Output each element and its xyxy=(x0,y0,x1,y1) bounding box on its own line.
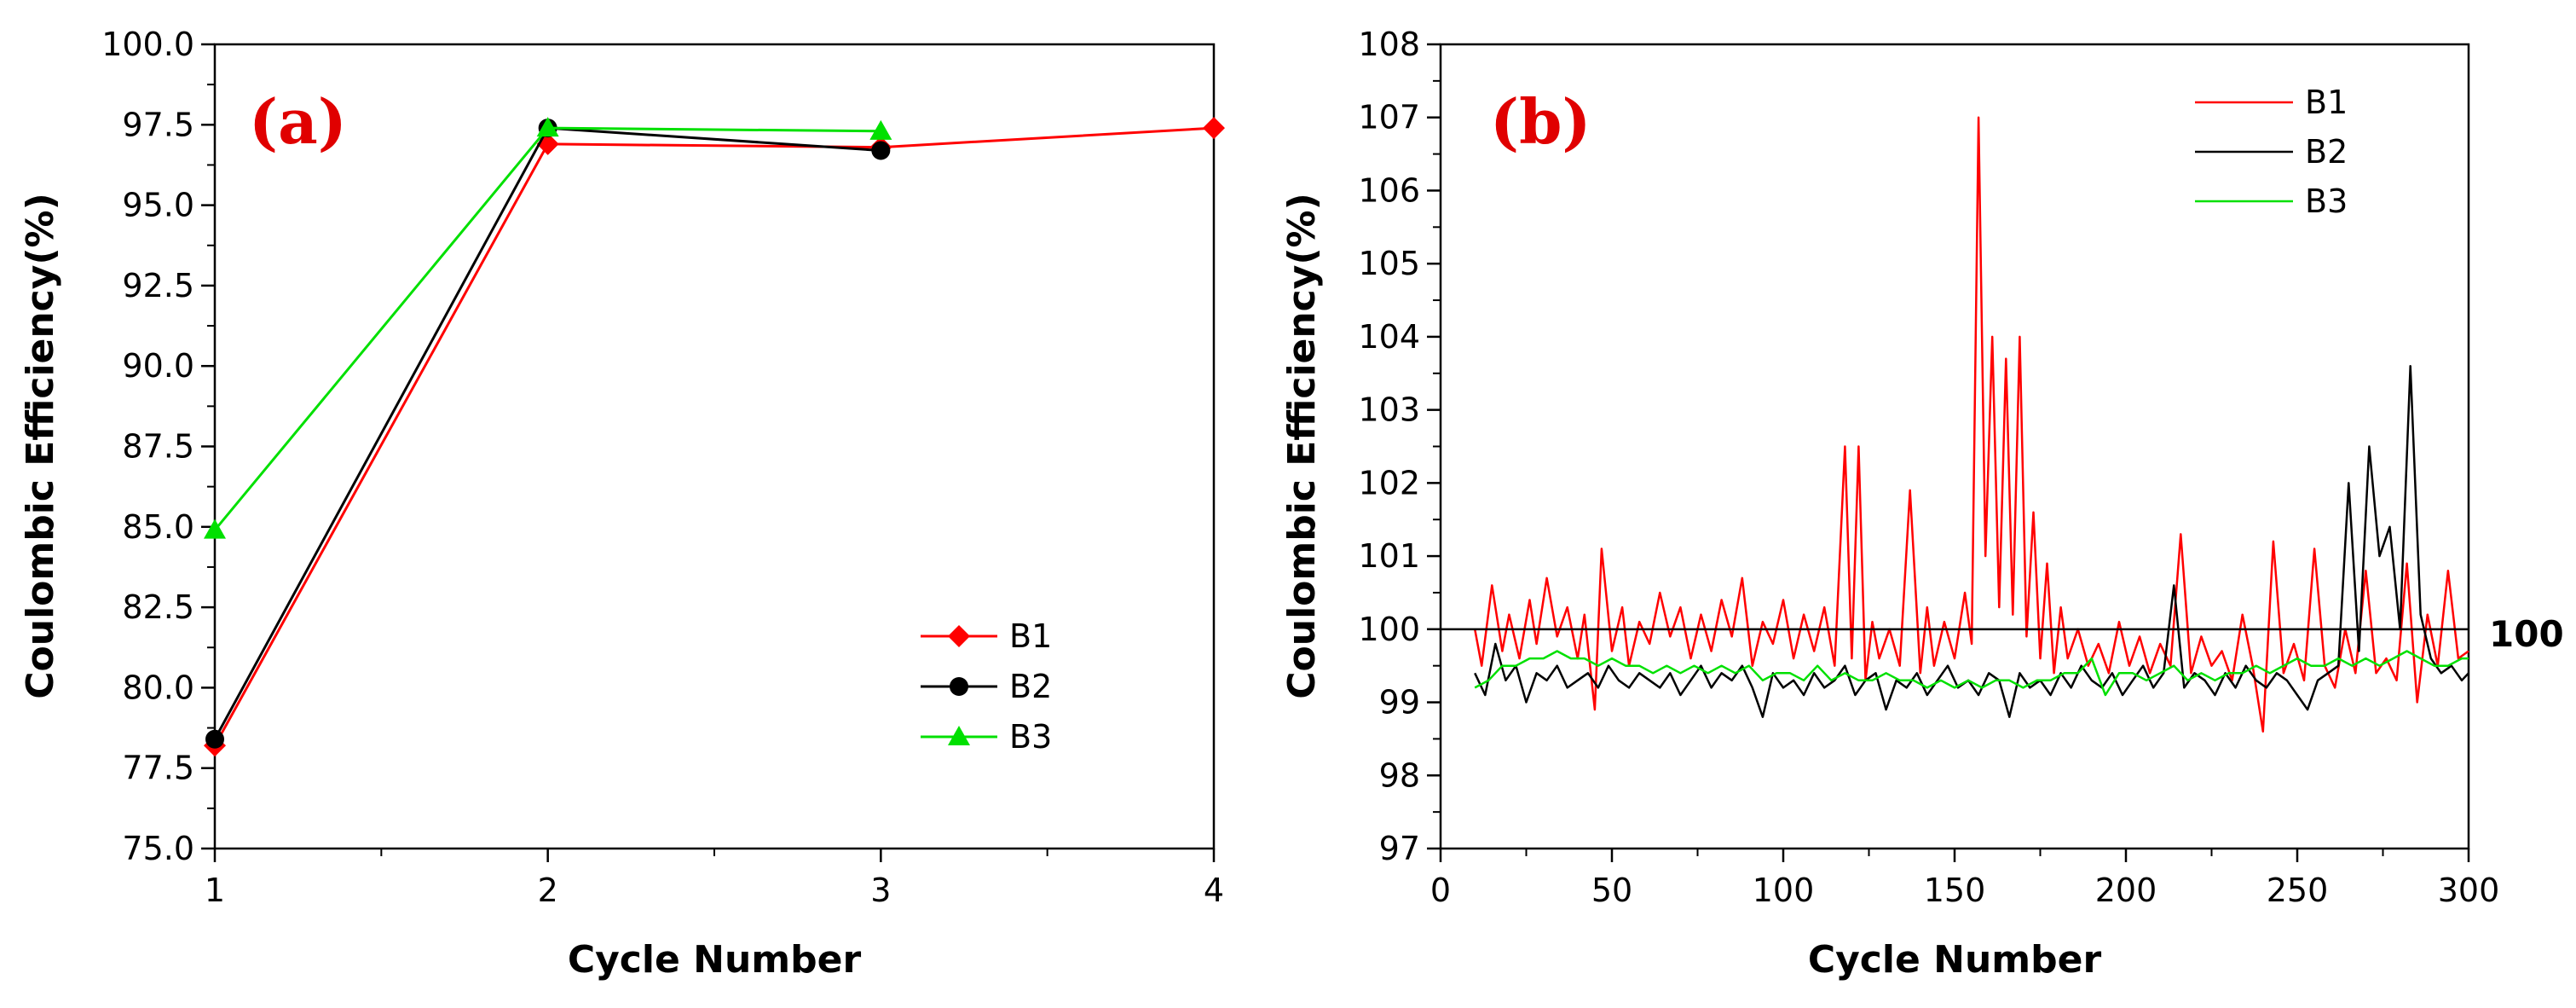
legend-marker-b2 xyxy=(950,677,968,696)
y-tick-label: 99 xyxy=(1379,684,1420,721)
legend-marker-b1 xyxy=(948,625,970,647)
reference-line-label: 100 xyxy=(2489,613,2564,655)
x-tick-label: 250 xyxy=(2267,872,2329,909)
series-line-b3 xyxy=(1474,650,2469,697)
series-line-b3 xyxy=(213,126,881,531)
x-tick-label: 300 xyxy=(2438,872,2500,909)
x-tick-label: 50 xyxy=(1591,872,1632,909)
data-point-b2 xyxy=(871,141,891,160)
y-tick-label: 75.0 xyxy=(122,830,194,867)
y-tick-label: 103 xyxy=(1358,391,1420,429)
y-tick-label: 80.0 xyxy=(122,669,194,706)
legend-label-b1: B1 xyxy=(1009,617,1052,655)
y-tick-label: 101 xyxy=(1358,537,1420,575)
x-axis-label-b: Cycle Number xyxy=(1808,938,2102,982)
x-tick-label: 4 xyxy=(1204,872,1224,909)
y-tick-label: 77.5 xyxy=(122,750,194,787)
series-group-b xyxy=(1473,116,2469,733)
x-axis-label-a: Cycle Number xyxy=(568,938,862,982)
legend-marker-b3 xyxy=(948,726,970,745)
y-tick-label: 105 xyxy=(1358,245,1420,282)
y-ticks-a: 75.0 77.5 80.0 82.5 85.0 87.5 90.0 92.5 95.0 97.5… xyxy=(101,26,215,867)
y-tick-label: 107 xyxy=(1358,99,1420,136)
panel-label-a: (a) xyxy=(249,85,347,158)
y-ticks-b: 97 98 99 100 101 102 103 104 105 106 107 108 xyxy=(1358,26,1441,867)
data-point-b2 xyxy=(205,729,224,749)
series-group-a xyxy=(204,117,1225,757)
legend-b: B1 B2 B3 xyxy=(2195,84,2348,220)
y-tick-label: 97.5 xyxy=(122,106,194,143)
legend-a: B1 B2 B3 xyxy=(921,617,1052,756)
series-line-b1 xyxy=(213,126,1215,747)
plot-frame-a xyxy=(213,43,1216,850)
series-line-b2 xyxy=(1474,364,2469,718)
legend-label-b3: B3 xyxy=(1009,718,1052,756)
x-ticks-a: 1 2 3 4 xyxy=(205,849,1224,909)
x-ticks-b: 0 50 100 150 200 250 300 xyxy=(1430,849,2499,909)
data-point-b3 xyxy=(204,518,226,539)
y-tick-label: 97 xyxy=(1379,830,1420,867)
y-tick-label: 90.0 xyxy=(122,347,194,385)
y-tick-label: 95.0 xyxy=(122,187,194,224)
y-tick-label: 106 xyxy=(1358,171,1420,209)
data-point-b3 xyxy=(869,119,892,140)
y-tick-label: 108 xyxy=(1358,26,1420,63)
data-point-b1 xyxy=(1203,117,1225,140)
x-tick-label: 200 xyxy=(2095,872,2157,909)
x-tick-label: 3 xyxy=(870,872,891,909)
legend-label-b2: B2 xyxy=(1009,668,1052,705)
y-tick-label: 102 xyxy=(1358,464,1420,501)
data-point-b3 xyxy=(536,117,559,137)
legend-label-b1: B1 xyxy=(2305,84,2348,121)
series-line-b2 xyxy=(213,126,881,740)
y-tick-label: 85.0 xyxy=(122,508,194,546)
x-tick-label: 1 xyxy=(205,872,225,909)
x-tick-label: 0 xyxy=(1430,872,1451,909)
y-tick-label: 100.0 xyxy=(101,26,194,63)
y-tick-label: 104 xyxy=(1358,318,1420,356)
legend-label-b3: B3 xyxy=(2305,182,2348,220)
y-tick-label: 82.5 xyxy=(122,588,194,626)
legend-label-b2: B2 xyxy=(2305,133,2348,171)
y-tick-label: 92.5 xyxy=(122,267,194,304)
x-tick-label: 100 xyxy=(1753,872,1815,909)
y-tick-label: 87.5 xyxy=(122,428,194,466)
chart-panel-a: 75.0 77.5 80.0 82.5 85.0 87.5 90.0 92.5 95.0 97.5… xyxy=(19,26,1225,982)
y-axis-label-a: Coulombic Efficiency(%) xyxy=(19,193,62,699)
x-tick-label: 2 xyxy=(538,872,558,909)
chart-panel-b: 97 98 99 100 101 102 103 104 105 106 107 108 0 50 100… xyxy=(1280,26,2564,982)
panel-label-b: (b) xyxy=(1490,85,1591,158)
y-tick-label: 100 xyxy=(1358,611,1420,648)
y-axis-label-b: Coulombic Efficiency(%) xyxy=(1280,193,1324,699)
x-tick-label: 150 xyxy=(1924,872,1986,909)
y-tick-label: 98 xyxy=(1379,756,1420,794)
